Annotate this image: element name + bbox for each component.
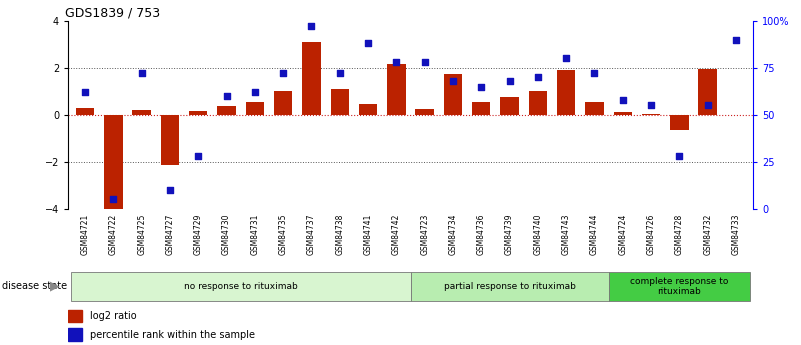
Bar	[614, 112, 632, 115]
Bar	[529, 91, 547, 115]
Text: GSM84741: GSM84741	[364, 214, 372, 255]
FancyBboxPatch shape	[410, 272, 609, 301]
Text: GSM84730: GSM84730	[222, 214, 231, 255]
Bar	[76, 108, 95, 115]
Bar	[189, 111, 207, 115]
Text: disease state: disease state	[2, 282, 66, 291]
Point	[333, 71, 346, 76]
Point	[730, 37, 743, 42]
Bar	[302, 42, 320, 115]
Text: GSM84738: GSM84738	[336, 214, 344, 255]
Point	[135, 71, 148, 76]
Bar	[132, 110, 151, 115]
Bar	[698, 69, 717, 115]
Text: GSM84726: GSM84726	[646, 214, 655, 255]
Point	[362, 40, 375, 46]
FancyBboxPatch shape	[71, 272, 410, 301]
Bar	[359, 104, 377, 115]
Text: ▶: ▶	[50, 280, 59, 293]
Point	[192, 153, 205, 159]
Text: GSM84739: GSM84739	[505, 214, 514, 255]
Text: GSM84743: GSM84743	[562, 214, 570, 255]
Text: GSM84735: GSM84735	[279, 214, 288, 255]
Point	[305, 23, 318, 29]
Text: GSM84732: GSM84732	[703, 214, 712, 255]
Point	[163, 187, 176, 193]
Text: GSM84736: GSM84736	[477, 214, 485, 255]
Point	[475, 84, 488, 89]
Text: GSM84721: GSM84721	[81, 214, 90, 255]
Point	[701, 102, 714, 108]
Bar	[217, 107, 235, 115]
Text: GSM84740: GSM84740	[533, 214, 542, 255]
Text: GSM84737: GSM84737	[307, 214, 316, 255]
Bar	[104, 115, 123, 214]
Text: GSM84731: GSM84731	[251, 214, 260, 255]
Point	[531, 74, 544, 80]
Text: GSM84725: GSM84725	[137, 214, 146, 255]
Point	[78, 89, 91, 95]
FancyBboxPatch shape	[609, 272, 750, 301]
Text: GSM84724: GSM84724	[618, 214, 627, 255]
Text: GSM84744: GSM84744	[590, 214, 599, 255]
Point	[107, 197, 120, 202]
Point	[220, 93, 233, 99]
Bar	[331, 89, 349, 115]
Point	[390, 59, 403, 65]
Text: GDS1839 / 753: GDS1839 / 753	[65, 7, 159, 20]
Text: percentile rank within the sample: percentile rank within the sample	[91, 330, 255, 339]
Point	[248, 89, 261, 95]
Text: no response to rituximab: no response to rituximab	[184, 282, 298, 291]
Text: complete response to
rituximab: complete response to rituximab	[630, 277, 729, 296]
Bar	[501, 97, 519, 115]
Text: GSM84729: GSM84729	[194, 214, 203, 255]
Text: log2 ratio: log2 ratio	[91, 311, 137, 321]
Bar	[642, 114, 660, 115]
Bar	[387, 64, 405, 115]
Bar	[670, 115, 689, 130]
Text: GSM84728: GSM84728	[675, 214, 684, 255]
Bar	[557, 70, 575, 115]
Text: partial response to rituximab: partial response to rituximab	[444, 282, 575, 291]
Bar	[68, 310, 83, 322]
Point	[277, 71, 290, 76]
Point	[673, 153, 686, 159]
Text: GSM84733: GSM84733	[731, 214, 740, 255]
Text: GSM84723: GSM84723	[421, 214, 429, 255]
Bar	[586, 102, 604, 115]
Bar	[444, 73, 462, 115]
Point	[560, 56, 573, 61]
Bar	[416, 109, 434, 115]
Bar	[274, 91, 292, 115]
Point	[616, 97, 629, 102]
Point	[446, 78, 459, 83]
Bar	[68, 328, 83, 341]
Point	[418, 59, 431, 65]
Text: GSM84722: GSM84722	[109, 214, 118, 255]
Text: GSM84734: GSM84734	[449, 214, 457, 255]
Bar	[246, 102, 264, 115]
Text: GSM84742: GSM84742	[392, 214, 400, 255]
Point	[645, 102, 658, 108]
Bar	[161, 115, 179, 165]
Point	[503, 78, 516, 83]
Bar	[472, 102, 490, 115]
Point	[588, 71, 601, 76]
Text: GSM84727: GSM84727	[166, 214, 175, 255]
